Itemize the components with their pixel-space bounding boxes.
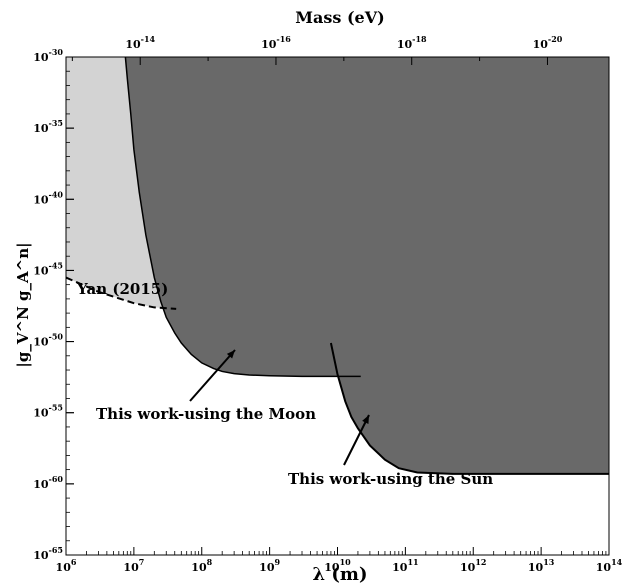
x-tick-label: 109 [259,557,280,574]
y-tick-label: 10-50 [33,332,63,349]
moon-arrow-head [226,350,235,359]
x-tick-label: 107 [123,557,144,574]
sun-curve [329,342,609,475]
y-tick-label: 10-60 [33,474,63,491]
sun-arrow-head [362,415,369,424]
combined-excluded-region [125,57,610,474]
x-tick-label: 1012 [460,557,486,574]
y-tick-label: 10-55 [33,403,63,420]
exclusion-regions [66,57,610,474]
limit-curves [65,56,609,475]
top-tick-label: 10-14 [125,34,155,51]
y-tick-label: 10-30 [33,47,63,64]
axis-ticks [65,56,610,556]
annotation-moon: This work-using the Moon [96,405,316,423]
x-tick-label: 1010 [324,557,351,574]
x-tick-label: 1013 [528,557,555,574]
tick-labels: 106 107 108 109 1010 1011 1012 1013 1014 10-65 10-… [33,34,622,574]
y-tick-label: 10-35 [33,118,63,135]
annotation-yan: Yan (2015) [76,280,168,298]
top-tick-label: 10-16 [261,34,291,51]
y-axis-title: |g_V^N g_A^n| [14,242,32,367]
yan-curve [65,276,177,310]
y-tick-label: 10-65 [33,545,63,562]
annotation-arrows [189,349,370,466]
top-tick-label: 10-20 [533,34,563,51]
x-tick-label: 106 [56,557,77,574]
annotation-sun: This work-using the Sun [288,470,493,488]
y-tick-label: 10-40 [33,189,63,206]
y-tick-label: 10-45 [33,260,63,277]
moon-arrow [189,349,236,402]
x-tick-label: 108 [191,557,212,574]
x-tick-label: 1014 [596,557,623,574]
top-axis-title: Mass (eV) [295,8,384,27]
top-tick-label: 10-18 [397,34,427,51]
x-axis-title: λ (m) [313,564,368,584]
x-tick-label: 1011 [392,557,418,574]
moon-curve [124,56,361,378]
sun-arrow [343,414,370,466]
